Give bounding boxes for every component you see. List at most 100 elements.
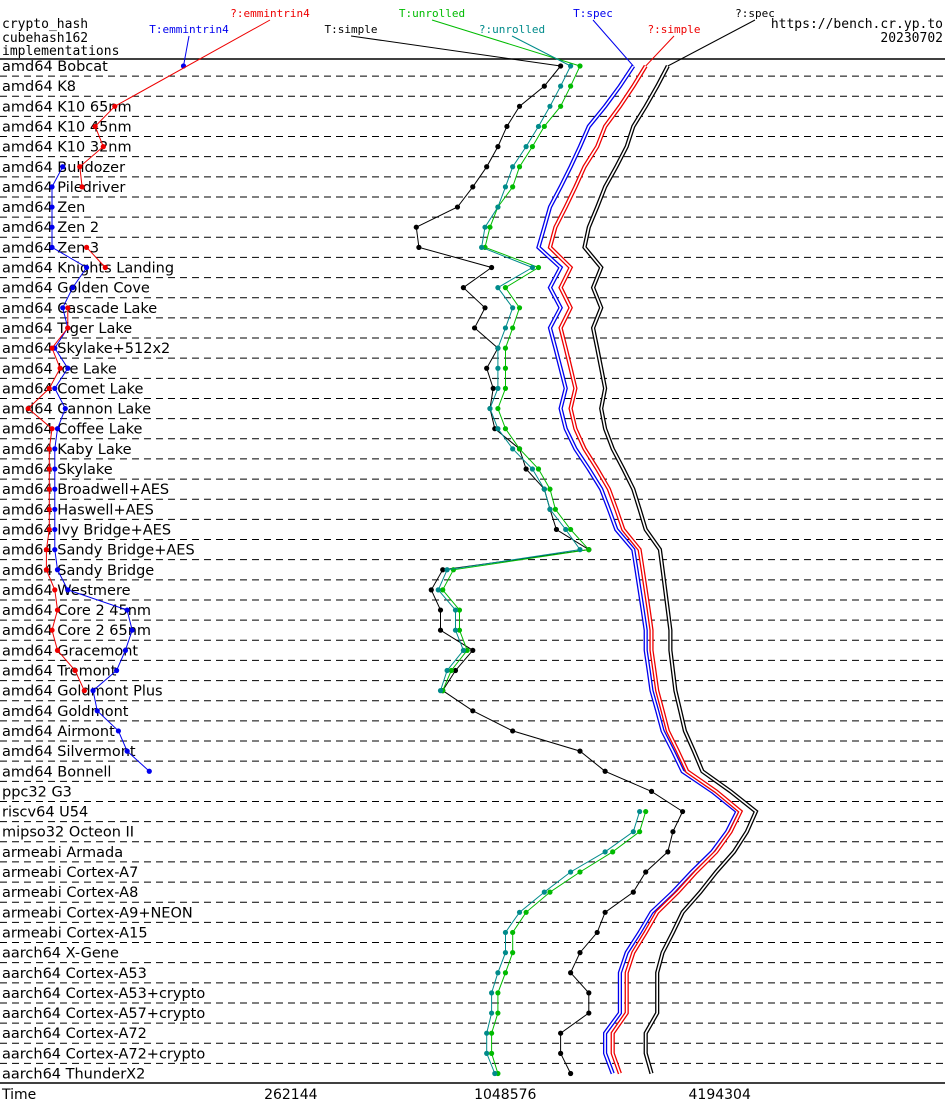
data-point (452, 667, 459, 674)
data-point (510, 164, 516, 170)
data-point (510, 325, 516, 331)
series-t-spec (536, 64, 740, 1075)
data-point (568, 869, 574, 875)
data-point (470, 647, 476, 653)
data-point (452, 607, 459, 613)
data-point (413, 224, 419, 230)
data-point (586, 1010, 592, 1016)
data-point (49, 345, 55, 351)
data-point (46, 486, 52, 492)
platform-label-amd64-k10-45nm: amd64 K10 45nm (2, 119, 132, 135)
data-point (558, 1050, 564, 1056)
data-point (70, 285, 76, 291)
platform-label-amd64-sandy-bridge-aes: amd64 Sandy Bridge+AES (2, 543, 195, 559)
data-point (437, 627, 444, 633)
data-point (547, 889, 553, 895)
data-point (464, 647, 470, 653)
platform-label-armeabi-cortex-a7: armeabi Cortex-A7 (2, 865, 138, 881)
platform-rows: amd64 Bobcat amd64 K8 amd64 K10 65nm amd64 … (0, 59, 945, 1083)
data-point (57, 365, 63, 371)
platform-label-amd64-comet-lake: amd64 Comet Lake (2, 381, 143, 397)
series-line-inner (583, 65, 757, 1074)
data-point (437, 688, 444, 694)
platform-label-amd64-k10-32nm: amd64 K10 32nm (2, 140, 132, 156)
data-point (81, 688, 87, 694)
platform-label-armeabi-armada: armeabi Armada (2, 845, 123, 861)
data-point (602, 909, 608, 915)
data-point (49, 204, 55, 210)
series-leader-line (511, 35, 571, 67)
platform-label-amd64-core-2-65nm: amd64 Core 2 65nm (2, 623, 151, 639)
data-point (495, 405, 501, 412)
data-point (502, 325, 509, 331)
report-date: 20230702 (880, 31, 943, 46)
data-point (90, 688, 96, 694)
platform-label-amd64-gracemont: amd64 Gracemont (2, 643, 138, 659)
platform-label-aarch64-thunderx2: aarch64 ThunderX2 (2, 1067, 145, 1083)
data-point (482, 305, 488, 311)
data-point (46, 446, 52, 452)
data-point (568, 526, 574, 533)
data-point (43, 547, 50, 553)
data-point (502, 426, 509, 432)
platform-label-amd64-broadwell-aes: amd64 Broadwell+AES (2, 482, 169, 498)
platform-label-amd64-airmont: amd64 Airmont (2, 724, 115, 740)
data-point (558, 103, 564, 109)
data-point (113, 667, 120, 674)
data-point (49, 244, 55, 250)
platform-label-amd64-golden-cove: amd64 Golden Cove (2, 281, 150, 297)
data-point (495, 345, 501, 351)
data-point (115, 728, 122, 734)
data-point (568, 83, 574, 89)
data-point (54, 607, 61, 613)
data-point (516, 103, 523, 109)
platform-label-amd64-coffee-lake: amd64 Coffee Lake (2, 422, 143, 438)
series-lines (25, 63, 759, 1077)
platform-label-aarch64-cortex-a53: aarch64 Cortex-A53 (2, 966, 147, 982)
data-point (558, 83, 564, 89)
series-line (442, 65, 590, 691)
data-point (523, 466, 529, 472)
platform-label-armeabi-cortex-a8: armeabi Cortex-A8 (2, 885, 138, 901)
data-point (52, 486, 58, 492)
data-point (440, 587, 446, 593)
series-simple (547, 64, 744, 1075)
implementations-heading: implementations (2, 44, 119, 59)
data-point (541, 123, 547, 130)
data-point (502, 365, 509, 371)
data-point (529, 264, 536, 271)
series-line-inner (549, 65, 742, 1074)
data-point (643, 808, 649, 815)
series-leader-line (350, 35, 561, 67)
platform-label-amd64-silvermont: amd64 Silvermont (2, 744, 136, 760)
x-tick-label: 4194304 (689, 1087, 751, 1103)
series-line (491, 811, 647, 1074)
data-point (484, 1030, 490, 1036)
data-point (547, 506, 553, 512)
data-point (62, 405, 68, 412)
data-point (495, 990, 501, 996)
data-point (568, 970, 574, 976)
data-point (471, 325, 478, 331)
series-label-t-unrolled: T:unrolled (399, 7, 465, 20)
data-point (523, 909, 529, 915)
data-point (440, 567, 446, 573)
data-point (495, 385, 501, 391)
data-point (643, 869, 649, 875)
data-point (52, 385, 58, 391)
data-point (72, 667, 78, 674)
data-point (437, 607, 444, 613)
platform-label-amd64-bonnell: amd64 Bonnell (2, 764, 111, 780)
data-point (60, 164, 66, 170)
data-point (523, 144, 529, 150)
data-point (46, 526, 52, 533)
data-point (602, 849, 608, 855)
data-point (488, 990, 495, 996)
data-point (510, 305, 516, 311)
data-point (450, 567, 457, 573)
data-point (77, 164, 83, 170)
data-point (547, 103, 553, 109)
data-point (65, 365, 71, 371)
data-point (648, 788, 655, 795)
platform-label-ppc32-g3: ppc32 G3 (2, 784, 72, 800)
